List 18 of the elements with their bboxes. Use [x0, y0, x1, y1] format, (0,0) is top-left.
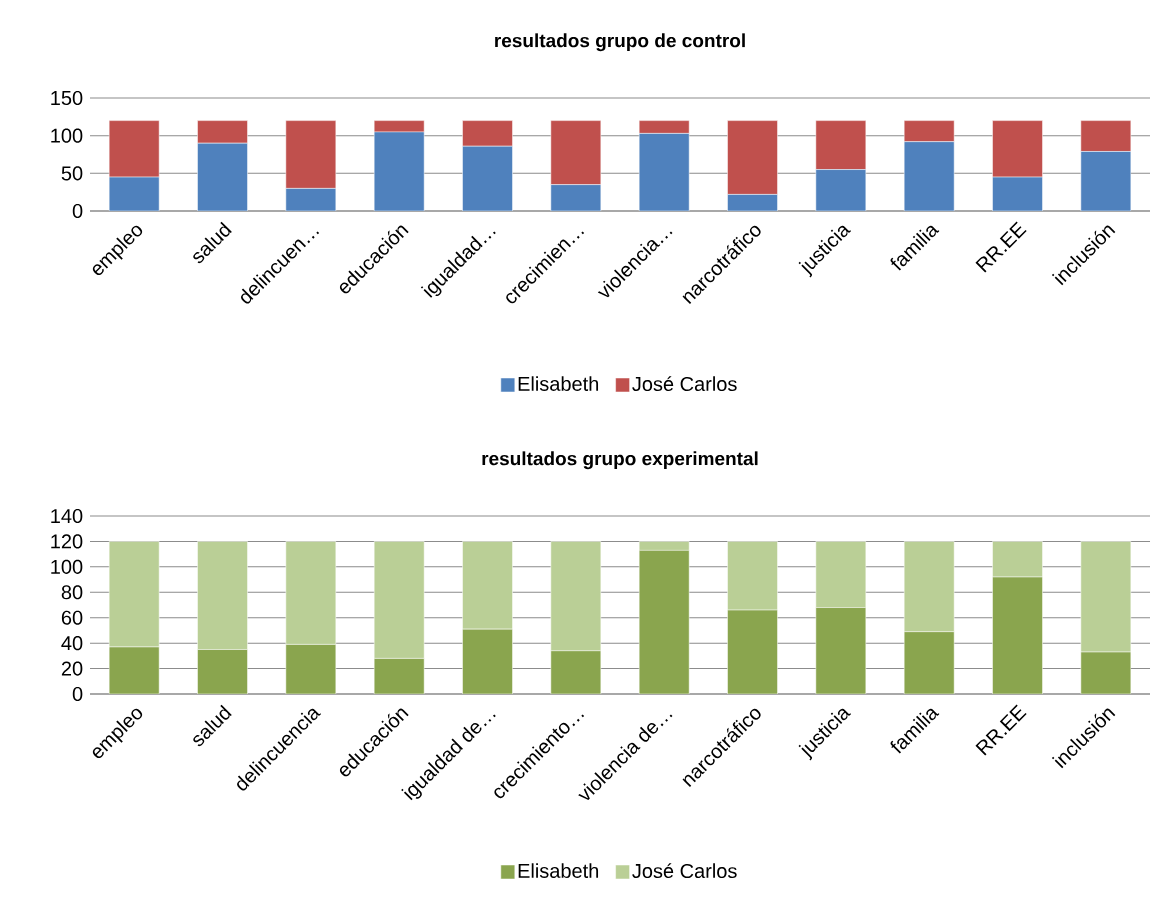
- legend-label: José Carlos: [632, 863, 737, 879]
- y-tick-label: 140: [51, 508, 83, 524]
- y-tick-label: 50: [61, 166, 83, 181]
- y-tick-label: 60: [61, 610, 83, 625]
- y-tick-label: 0: [72, 686, 83, 702]
- y-tick-label: 0: [72, 203, 83, 219]
- legend-label: Elisabeth: [518, 863, 599, 878]
- chart-title: resultados grupo experimental: [482, 451, 758, 470]
- y-tick-label: 40: [61, 636, 83, 651]
- legend-label: José Carlos: [632, 376, 737, 392]
- chart-title: resultados grupo de control: [495, 33, 745, 52]
- y-tick-label: 100: [51, 128, 83, 143]
- legend-label: Elisabeth: [518, 376, 599, 391]
- y-tick-label: 120: [51, 534, 83, 549]
- y-tick-label: 100: [51, 559, 83, 574]
- y-tick-label: 20: [61, 661, 83, 676]
- y-tick-label: 80: [61, 585, 83, 600]
- y-tick-label: 150: [51, 90, 83, 106]
